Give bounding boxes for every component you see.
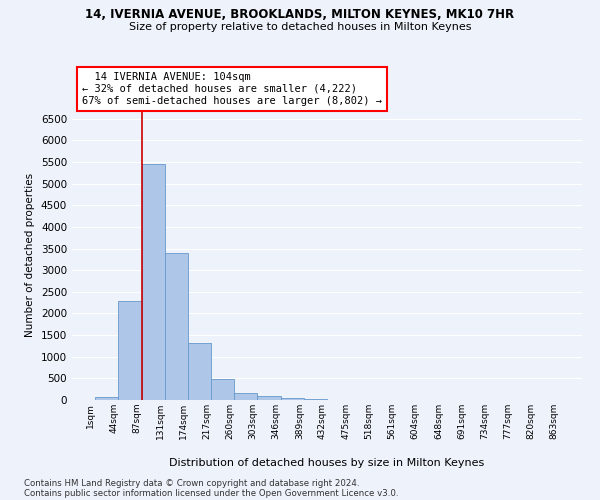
- Bar: [257, 396, 281, 400]
- Bar: [118, 302, 142, 400]
- Text: Contains HM Land Registry data © Crown copyright and database right 2024.: Contains HM Land Registry data © Crown c…: [24, 478, 359, 488]
- Bar: [211, 379, 234, 400]
- Text: 14, IVERNIA AVENUE, BROOKLANDS, MILTON KEYNES, MK10 7HR: 14, IVERNIA AVENUE, BROOKLANDS, MILTON K…: [85, 8, 515, 20]
- Bar: [281, 398, 304, 400]
- Bar: [142, 164, 165, 400]
- Bar: [234, 393, 257, 400]
- Text: 14 IVERNIA AVENUE: 104sqm
← 32% of detached houses are smaller (4,222)
67% of se: 14 IVERNIA AVENUE: 104sqm ← 32% of detac…: [82, 72, 382, 106]
- Text: Distribution of detached houses by size in Milton Keynes: Distribution of detached houses by size …: [169, 458, 485, 468]
- Bar: [165, 254, 188, 400]
- Bar: [304, 398, 327, 400]
- Bar: [95, 397, 118, 400]
- Bar: [188, 344, 211, 400]
- Y-axis label: Number of detached properties: Number of detached properties: [25, 173, 35, 337]
- Text: Size of property relative to detached houses in Milton Keynes: Size of property relative to detached ho…: [129, 22, 471, 32]
- Text: Contains public sector information licensed under the Open Government Licence v3: Contains public sector information licen…: [24, 488, 398, 498]
